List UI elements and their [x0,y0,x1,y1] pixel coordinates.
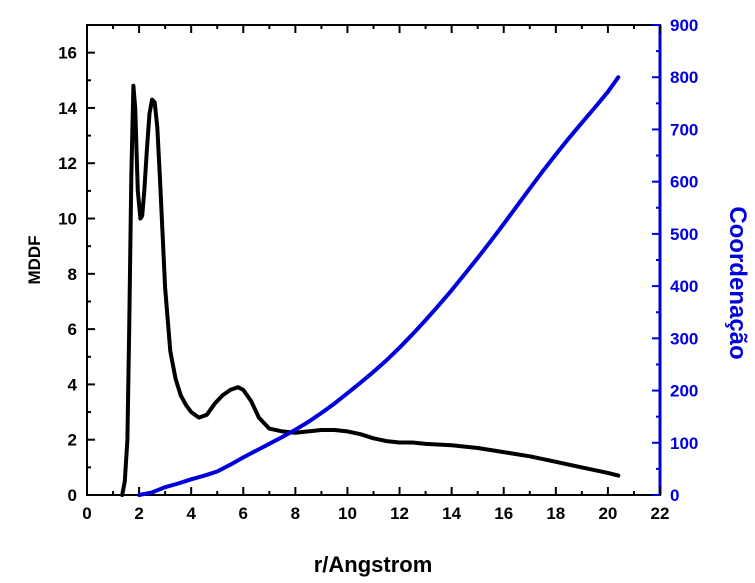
y-right-tick-label: 900 [670,16,698,35]
series-layer [120,75,621,497]
plot-frame [86,24,661,496]
series-line-mddf [120,83,621,497]
x-tick-label: 22 [651,504,670,523]
y-left-tick-label: 4 [68,375,78,394]
y-right-tick-label: 800 [670,68,698,87]
right-y-axis: 0 100 200 300 400 500 600 700 800 900 [652,16,698,505]
x-tick-label: 14 [442,504,461,523]
y-right-tick-label: 200 [670,382,698,401]
x-tick-label: 2 [134,504,143,523]
x-tick-label: 0 [82,504,91,523]
y-right-tick-label: 400 [670,277,698,296]
x-tick-label: 6 [239,504,248,523]
x-tick-label: 18 [546,504,565,523]
x-axis-title: r/Angstrom [314,552,433,577]
y-right-tick-label: 300 [670,329,698,348]
left-y-axis-title: MDDF [25,235,44,284]
x-axis: 0 2 4 6 8 10 12 14 16 18 20 22 [82,25,669,523]
y-right-tick-label: 0 [670,486,679,505]
x-tick-label: 12 [390,504,409,523]
y-left-tick-label: 12 [58,154,77,173]
left-y-axis: 0 2 4 6 8 10 12 14 16 [58,24,95,505]
x-tick-label: 10 [338,504,357,523]
y-right-tick-label: 100 [670,434,698,453]
x-tick-label: 4 [186,504,196,523]
y-left-tick-label: 8 [68,265,77,284]
right-y-axis-title: Coordenação [724,206,751,359]
y-right-tick-label: 500 [670,225,698,244]
y-left-tick-label: 16 [58,44,77,63]
x-tick-label: 16 [494,504,513,523]
y-left-tick-label: 14 [58,99,77,118]
x-tick-label: 20 [598,504,617,523]
y-right-tick-label: 700 [670,120,698,139]
y-left-tick-label: 6 [68,320,77,339]
y-right-tick-label: 600 [670,173,698,192]
series-line-coordenacao [137,75,621,497]
y-left-tick-label: 0 [68,486,77,505]
y-left-tick-label: 10 [58,210,77,229]
y-left-tick-label: 2 [68,431,77,450]
x-tick-label: 8 [291,504,300,523]
